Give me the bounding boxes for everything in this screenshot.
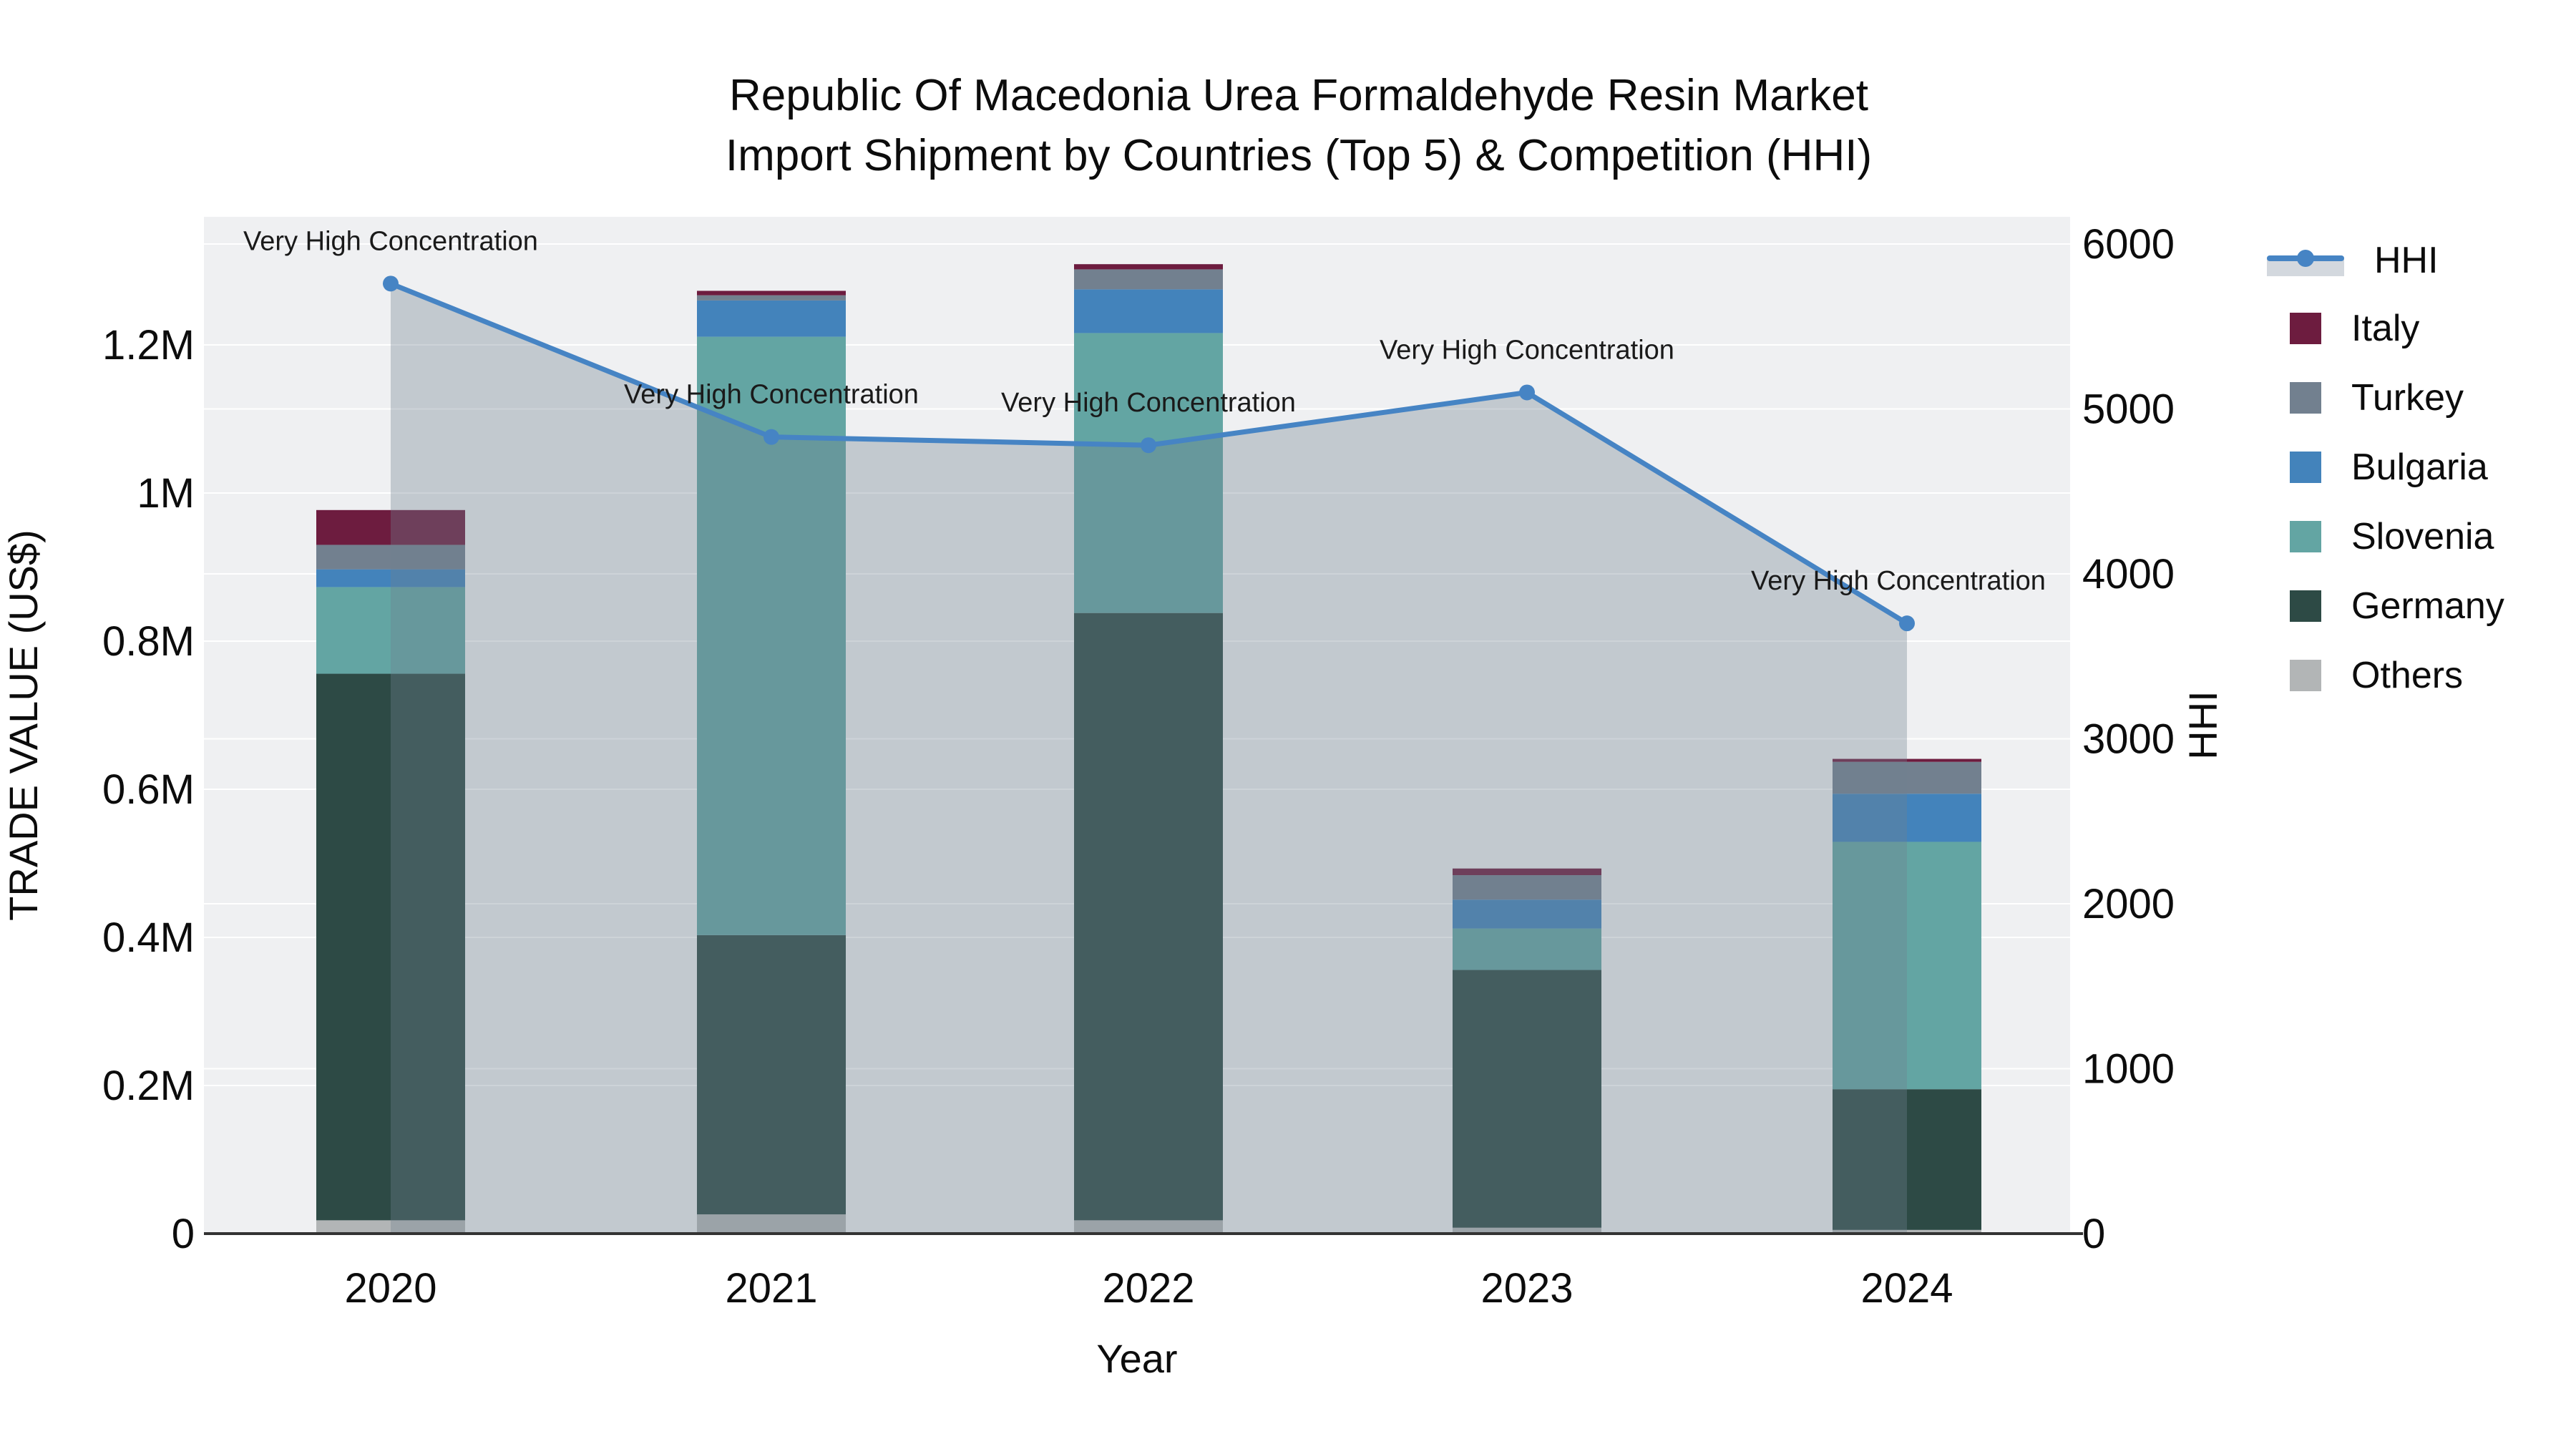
annotation-2020: Very High Concentration bbox=[243, 226, 538, 256]
bar-segment-bulgaria-2020[interactable] bbox=[316, 569, 465, 587]
left-axis-tick-0.8M: 0.8M bbox=[102, 618, 195, 665]
bar-segment-slovenia-2022[interactable] bbox=[1074, 333, 1223, 613]
bar-segment-others-2020[interactable] bbox=[316, 1220, 465, 1234]
left-axis-tick-0.4M: 0.4M bbox=[102, 914, 195, 961]
legend-swatch-italy bbox=[2290, 313, 2321, 344]
right-axis-tick-1000: 1000 bbox=[2082, 1046, 2175, 1093]
legend-item-slovenia[interactable]: Slovenia bbox=[2261, 512, 2494, 562]
chart-title: Republic Of Macedonia Urea Formaldehyde … bbox=[726, 66, 1872, 186]
legend-swatch-others bbox=[2290, 660, 2321, 691]
bar-segment-others-2021[interactable] bbox=[697, 1214, 846, 1234]
bar-segment-turkey-2023[interactable] bbox=[1453, 875, 1601, 900]
bar-segment-germany-2022[interactable] bbox=[1074, 613, 1223, 1221]
right-axis-tick-3000: 3000 bbox=[2082, 716, 2175, 763]
bar-segment-bulgaria-2022[interactable] bbox=[1074, 289, 1223, 333]
legend-label-others: Others bbox=[2351, 655, 2464, 696]
left-axis-tick-0: 0 bbox=[172, 1211, 195, 1257]
bar-segment-bulgaria-2023[interactable] bbox=[1453, 899, 1601, 929]
hhi-area-fill bbox=[391, 283, 1907, 1234]
legend-swatch-germany bbox=[2290, 590, 2321, 622]
right-axis-tick-0: 0 bbox=[2082, 1211, 2105, 1257]
legend-item-germany[interactable]: Germany bbox=[2261, 581, 2504, 631]
bar-segment-slovenia-2020[interactable] bbox=[316, 587, 465, 674]
legend-swatch-turkey bbox=[2290, 382, 2321, 414]
bar-segment-bulgaria-2021[interactable] bbox=[697, 300, 846, 337]
legend-label-italy: Italy bbox=[2351, 308, 2420, 349]
bar-segment-others-2022[interactable] bbox=[1074, 1220, 1223, 1234]
legend-swatch-bulgaria bbox=[2290, 452, 2321, 483]
x-axis-title: Year bbox=[1096, 1336, 1177, 1381]
x-axis-tick-2023: 2023 bbox=[1480, 1265, 1573, 1312]
hhi-dot-icon bbox=[2297, 250, 2314, 267]
bar-segment-italy-2024[interactable] bbox=[1833, 758, 1981, 762]
bar-segment-turkey-2024[interactable] bbox=[1833, 761, 1981, 794]
legend-item-turkey[interactable]: Turkey bbox=[2261, 373, 2464, 423]
right-axis-tick-5000: 5000 bbox=[2082, 386, 2175, 433]
bar-segment-italy-2022[interactable] bbox=[1074, 264, 1223, 270]
hhi-marker-2024[interactable] bbox=[1899, 615, 1915, 632]
bar-segment-slovenia-2023[interactable] bbox=[1453, 928, 1601, 970]
x-axis-tick-2024: 2024 bbox=[1860, 1265, 1953, 1312]
x-axis-tick-2021: 2021 bbox=[725, 1265, 817, 1312]
x-axis-tick-2022: 2022 bbox=[1102, 1265, 1194, 1312]
hhi-marker-2023[interactable] bbox=[1519, 384, 1535, 401]
bar-segment-bulgaria-2024[interactable] bbox=[1833, 794, 1981, 842]
bar-segment-germany-2021[interactable] bbox=[697, 935, 846, 1215]
bar-segment-italy-2020[interactable] bbox=[316, 509, 465, 545]
hhi-marker-2020[interactable] bbox=[383, 275, 399, 292]
hhi-marker-2022[interactable] bbox=[1141, 437, 1156, 454]
bar-segment-slovenia-2024[interactable] bbox=[1833, 841, 1981, 1090]
legend-item-bulgaria[interactable]: Bulgaria bbox=[2261, 442, 2488, 492]
annotation-2024: Very High Concentration bbox=[1751, 566, 2046, 596]
right-axis-tick-6000: 6000 bbox=[2082, 221, 2175, 268]
bar-segment-others-2023[interactable] bbox=[1453, 1227, 1601, 1234]
chart-title-line1: Republic Of Macedonia Urea Formaldehyde … bbox=[728, 71, 1869, 120]
annotation-2022: Very High Concentration bbox=[1001, 388, 1296, 418]
bar-segment-others-2024[interactable] bbox=[1833, 1229, 1981, 1234]
chart-title-line2: Import Shipment by Countries (Top 5) & C… bbox=[725, 131, 1873, 180]
right-axis-title: HHI bbox=[2180, 691, 2225, 759]
bar-segment-turkey-2020[interactable] bbox=[316, 545, 465, 570]
legend-label-turkey: Turkey bbox=[2351, 377, 2464, 419]
annotation-2021: Very High Concentration bbox=[624, 380, 919, 410]
hhi-marker-2021[interactable] bbox=[763, 429, 779, 445]
left-axis-tick-1.2M: 1.2M bbox=[102, 322, 195, 369]
left-axis-title: TRADE VALUE (US$) bbox=[1, 530, 46, 921]
right-axis-tick-4000: 4000 bbox=[2082, 551, 2175, 597]
bar-segment-italy-2023[interactable] bbox=[1453, 868, 1601, 876]
legend-item-italy[interactable]: Italy bbox=[2261, 303, 2419, 353]
right-axis-tick-2000: 2000 bbox=[2082, 881, 2175, 927]
legend-label-bulgaria: Bulgaria bbox=[2351, 447, 2488, 488]
legend-label-hhi: HHI bbox=[2374, 240, 2439, 281]
bar-segment-turkey-2021[interactable] bbox=[697, 295, 846, 301]
bar-segment-turkey-2022[interactable] bbox=[1074, 269, 1223, 290]
bar-segment-italy-2021[interactable] bbox=[697, 291, 846, 296]
left-axis-tick-0.2M: 0.2M bbox=[102, 1063, 195, 1109]
bar-segment-germany-2024[interactable] bbox=[1833, 1089, 1981, 1230]
left-axis-tick-1M: 1M bbox=[137, 470, 195, 517]
bar-segment-germany-2020[interactable] bbox=[316, 673, 465, 1221]
legend-item-hhi[interactable]: HHI bbox=[2261, 235, 2439, 286]
legend-item-others[interactable]: Others bbox=[2261, 650, 2463, 701]
legend-swatch-slovenia bbox=[2290, 521, 2321, 552]
legend-label-slovenia: Slovenia bbox=[2351, 516, 2494, 557]
x-axis-tick-2020: 2020 bbox=[344, 1265, 436, 1312]
hhi-line-icon bbox=[2267, 245, 2344, 276]
annotation-2023: Very High Concentration bbox=[1380, 335, 1674, 365]
bar-segment-germany-2023[interactable] bbox=[1453, 970, 1601, 1228]
legend-label-germany: Germany bbox=[2351, 585, 2504, 627]
left-axis-tick-0.6M: 0.6M bbox=[102, 766, 195, 813]
